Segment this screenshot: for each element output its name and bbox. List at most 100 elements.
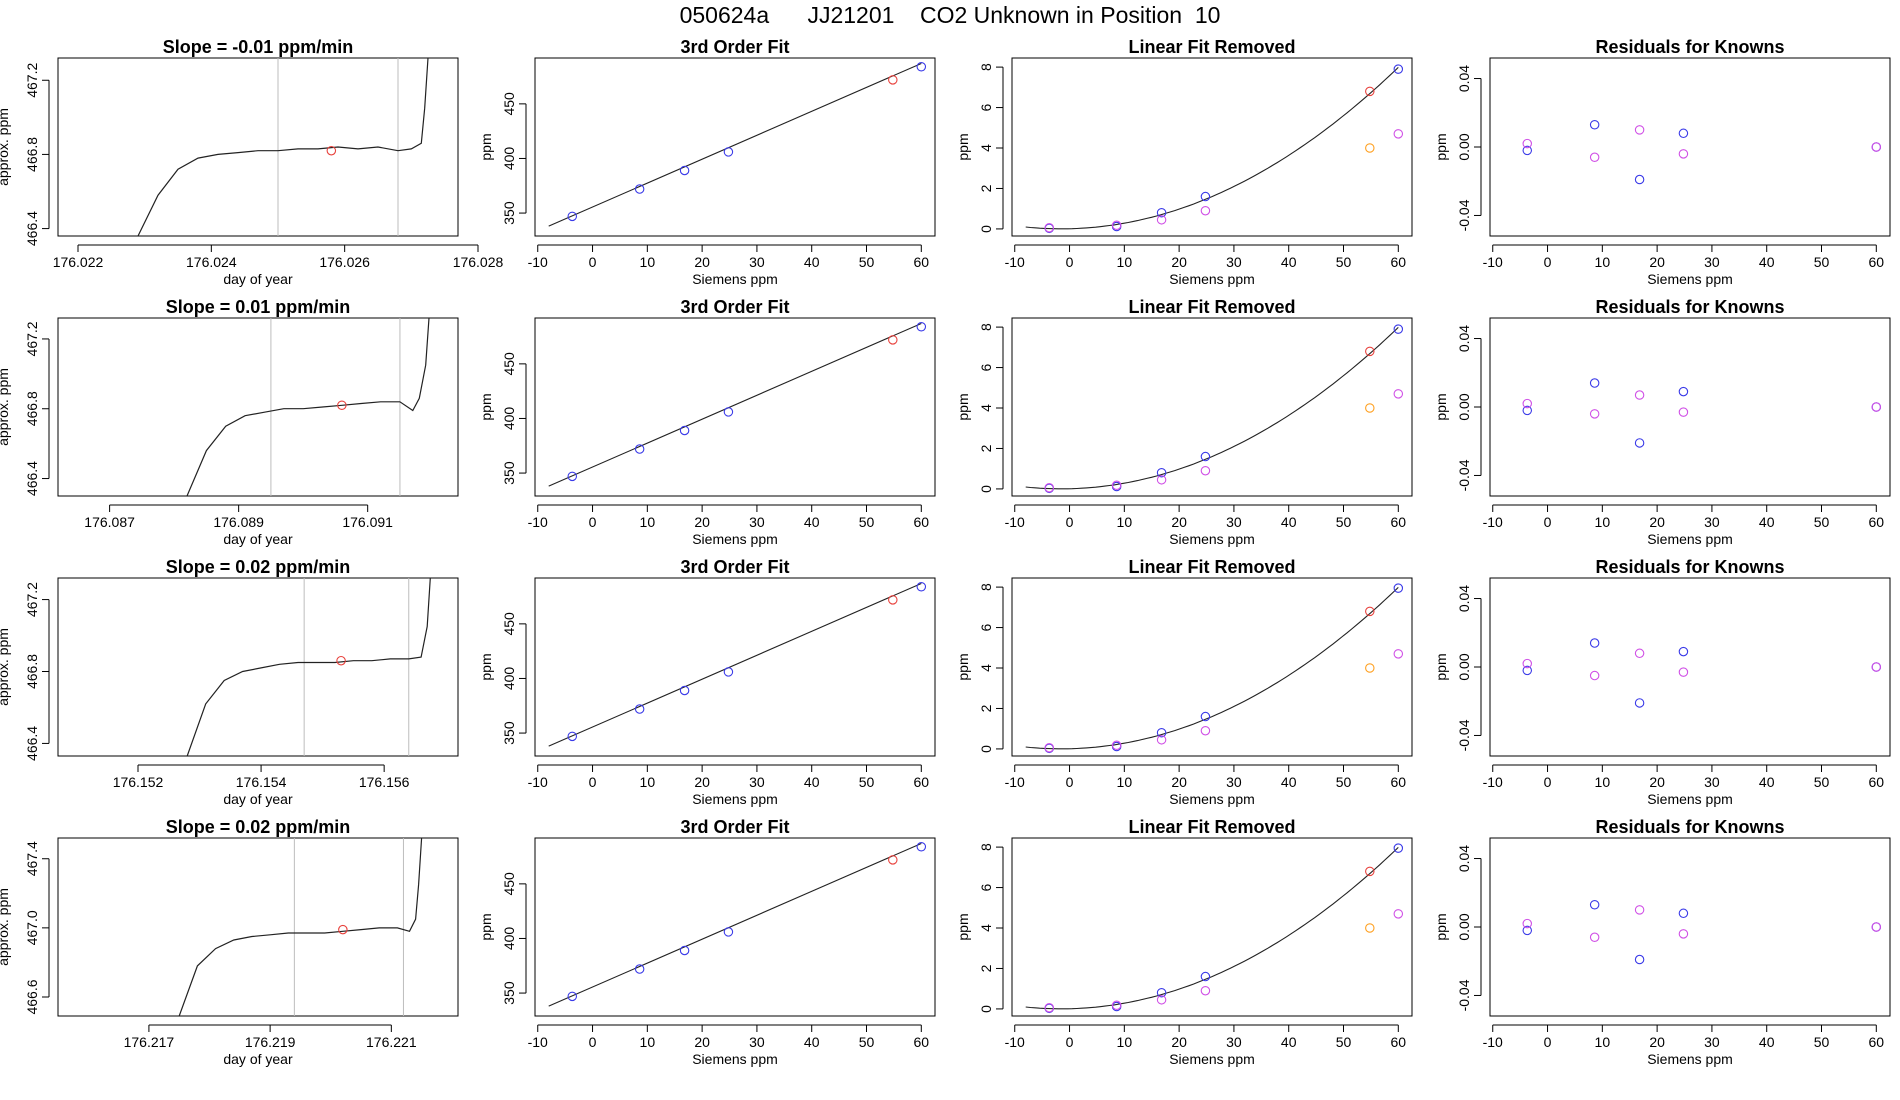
x-tick-label: 10 <box>1595 1034 1611 1050</box>
x-tick-label: 176.026 <box>319 254 370 270</box>
data-point <box>1156 207 1167 218</box>
data-point <box>1522 398 1533 409</box>
x-tick-label: 60 <box>914 514 930 530</box>
y-tick-label: -0.04 <box>1456 719 1472 751</box>
y-axis-label: ppm <box>955 133 971 160</box>
x-axis-label: Siemens ppm <box>1647 791 1733 807</box>
data-point <box>567 211 578 222</box>
data-point <box>1365 403 1375 413</box>
plot-frame <box>534 577 936 757</box>
data-point <box>1365 346 1375 357</box>
x-tick-label: 176.152 <box>113 774 164 790</box>
data-point <box>1393 649 1404 659</box>
data-point <box>1522 665 1533 676</box>
x-tick-label: 20 <box>694 774 710 790</box>
data-point <box>1393 389 1404 399</box>
x-tick-label: 176.219 <box>245 1034 296 1050</box>
data-point <box>1156 735 1167 745</box>
data-point <box>1522 925 1533 936</box>
data-point <box>634 964 645 974</box>
plot-frame <box>57 57 459 237</box>
data-point <box>634 444 645 454</box>
fit-curve <box>1025 67 1399 230</box>
data-point <box>1634 438 1645 448</box>
y-tick-label: 450 <box>501 872 517 896</box>
x-axis-label: day of year <box>223 531 293 547</box>
panel-8: Residuals for Knowns -10 0 10 20 30 40 50 60 Siem… <box>1433 297 1891 547</box>
data-point <box>679 425 690 436</box>
data-point <box>1156 467 1167 478</box>
x-tick-label: 0 <box>1066 514 1074 530</box>
plot-area <box>1522 378 1882 448</box>
data-point <box>723 147 734 157</box>
x-tick-label: 60 <box>1869 774 1885 790</box>
data-point <box>567 991 578 1002</box>
panel-title: Slope = 0.01 ppm/min <box>166 297 351 317</box>
panel-5: Slope = 0.01 ppm/min 176.087 176.089 176.09… <box>0 297 459 547</box>
x-tick-label: 30 <box>1226 254 1242 270</box>
data-point <box>1111 480 1122 491</box>
y-tick-label: 400 <box>501 667 517 691</box>
data-point <box>1156 995 1167 1005</box>
x-tick-label: 10 <box>1117 774 1133 790</box>
y-tick-label: 2 <box>978 184 994 192</box>
plot-frame <box>534 317 936 497</box>
x-tick-label: 30 <box>1226 1034 1242 1050</box>
data-point <box>1365 86 1375 97</box>
data-point <box>1044 222 1055 233</box>
x-tick-label: -10 <box>1005 774 1025 790</box>
plot-frame <box>534 837 936 1017</box>
y-tick-label: 466.8 <box>24 137 40 172</box>
x-tick-label: 50 <box>1336 774 1352 790</box>
y-tick-label: 350 <box>501 721 517 745</box>
x-tick-label: -10 <box>528 1034 548 1050</box>
plot-frame <box>1011 837 1413 1017</box>
x-axis-label: Siemens ppm <box>1647 271 1733 287</box>
x-tick-label: 20 <box>1649 1034 1665 1050</box>
data-point <box>1871 402 1882 412</box>
x-tick-label: 30 <box>1226 514 1242 530</box>
x-tick-label: 30 <box>749 514 765 530</box>
panel-title: 3rd Order Fit <box>680 557 789 577</box>
data-point <box>723 407 734 417</box>
panel-6: 3rd Order Fit -10 0 10 20 30 40 50 60 Siemens ppm… <box>478 297 936 547</box>
x-tick-label: 60 <box>914 254 930 270</box>
panel-title: 3rd Order Fit <box>680 297 789 317</box>
data-point <box>1393 843 1404 853</box>
data-point <box>888 595 898 605</box>
x-tick-label: 10 <box>1117 514 1133 530</box>
y-axis-label: ppm <box>1433 133 1449 160</box>
x-tick-label: 176.022 <box>53 254 104 270</box>
data-point <box>916 321 927 332</box>
data-point <box>1589 899 1600 910</box>
fit-curve <box>1025 587 1399 750</box>
fit-line <box>548 842 922 1007</box>
x-tick-label: 20 <box>1649 254 1665 270</box>
y-tick-label: 400 <box>501 927 517 951</box>
data-point <box>1156 727 1167 738</box>
data-point <box>1365 866 1375 877</box>
y-axis-label: approx. ppm <box>0 368 11 446</box>
data-point <box>916 841 927 852</box>
x-axis-label: Siemens ppm <box>1169 791 1255 807</box>
data-point <box>1200 725 1211 736</box>
y-tick-label: 466.6 <box>24 979 40 1014</box>
x-tick-label: 40 <box>1281 254 1297 270</box>
mean-marker <box>338 924 348 935</box>
y-tick-label: 2 <box>978 704 994 712</box>
plot-frame <box>1011 317 1413 497</box>
data-point <box>1393 64 1404 74</box>
data-point <box>1393 129 1404 139</box>
y-axis-label: ppm <box>478 653 494 680</box>
x-tick-label: -10 <box>528 254 548 270</box>
data-trace-line <box>186 578 431 756</box>
panel-title: Linear Fit Removed <box>1128 557 1295 577</box>
x-tick-label: 60 <box>1869 514 1885 530</box>
data-point <box>567 731 578 742</box>
y-tick-label: 350 <box>501 201 517 225</box>
data-point <box>888 75 898 85</box>
y-tick-label: 350 <box>501 461 517 485</box>
x-tick-label: 176.221 <box>366 1034 417 1050</box>
plot-frame <box>57 837 459 1017</box>
